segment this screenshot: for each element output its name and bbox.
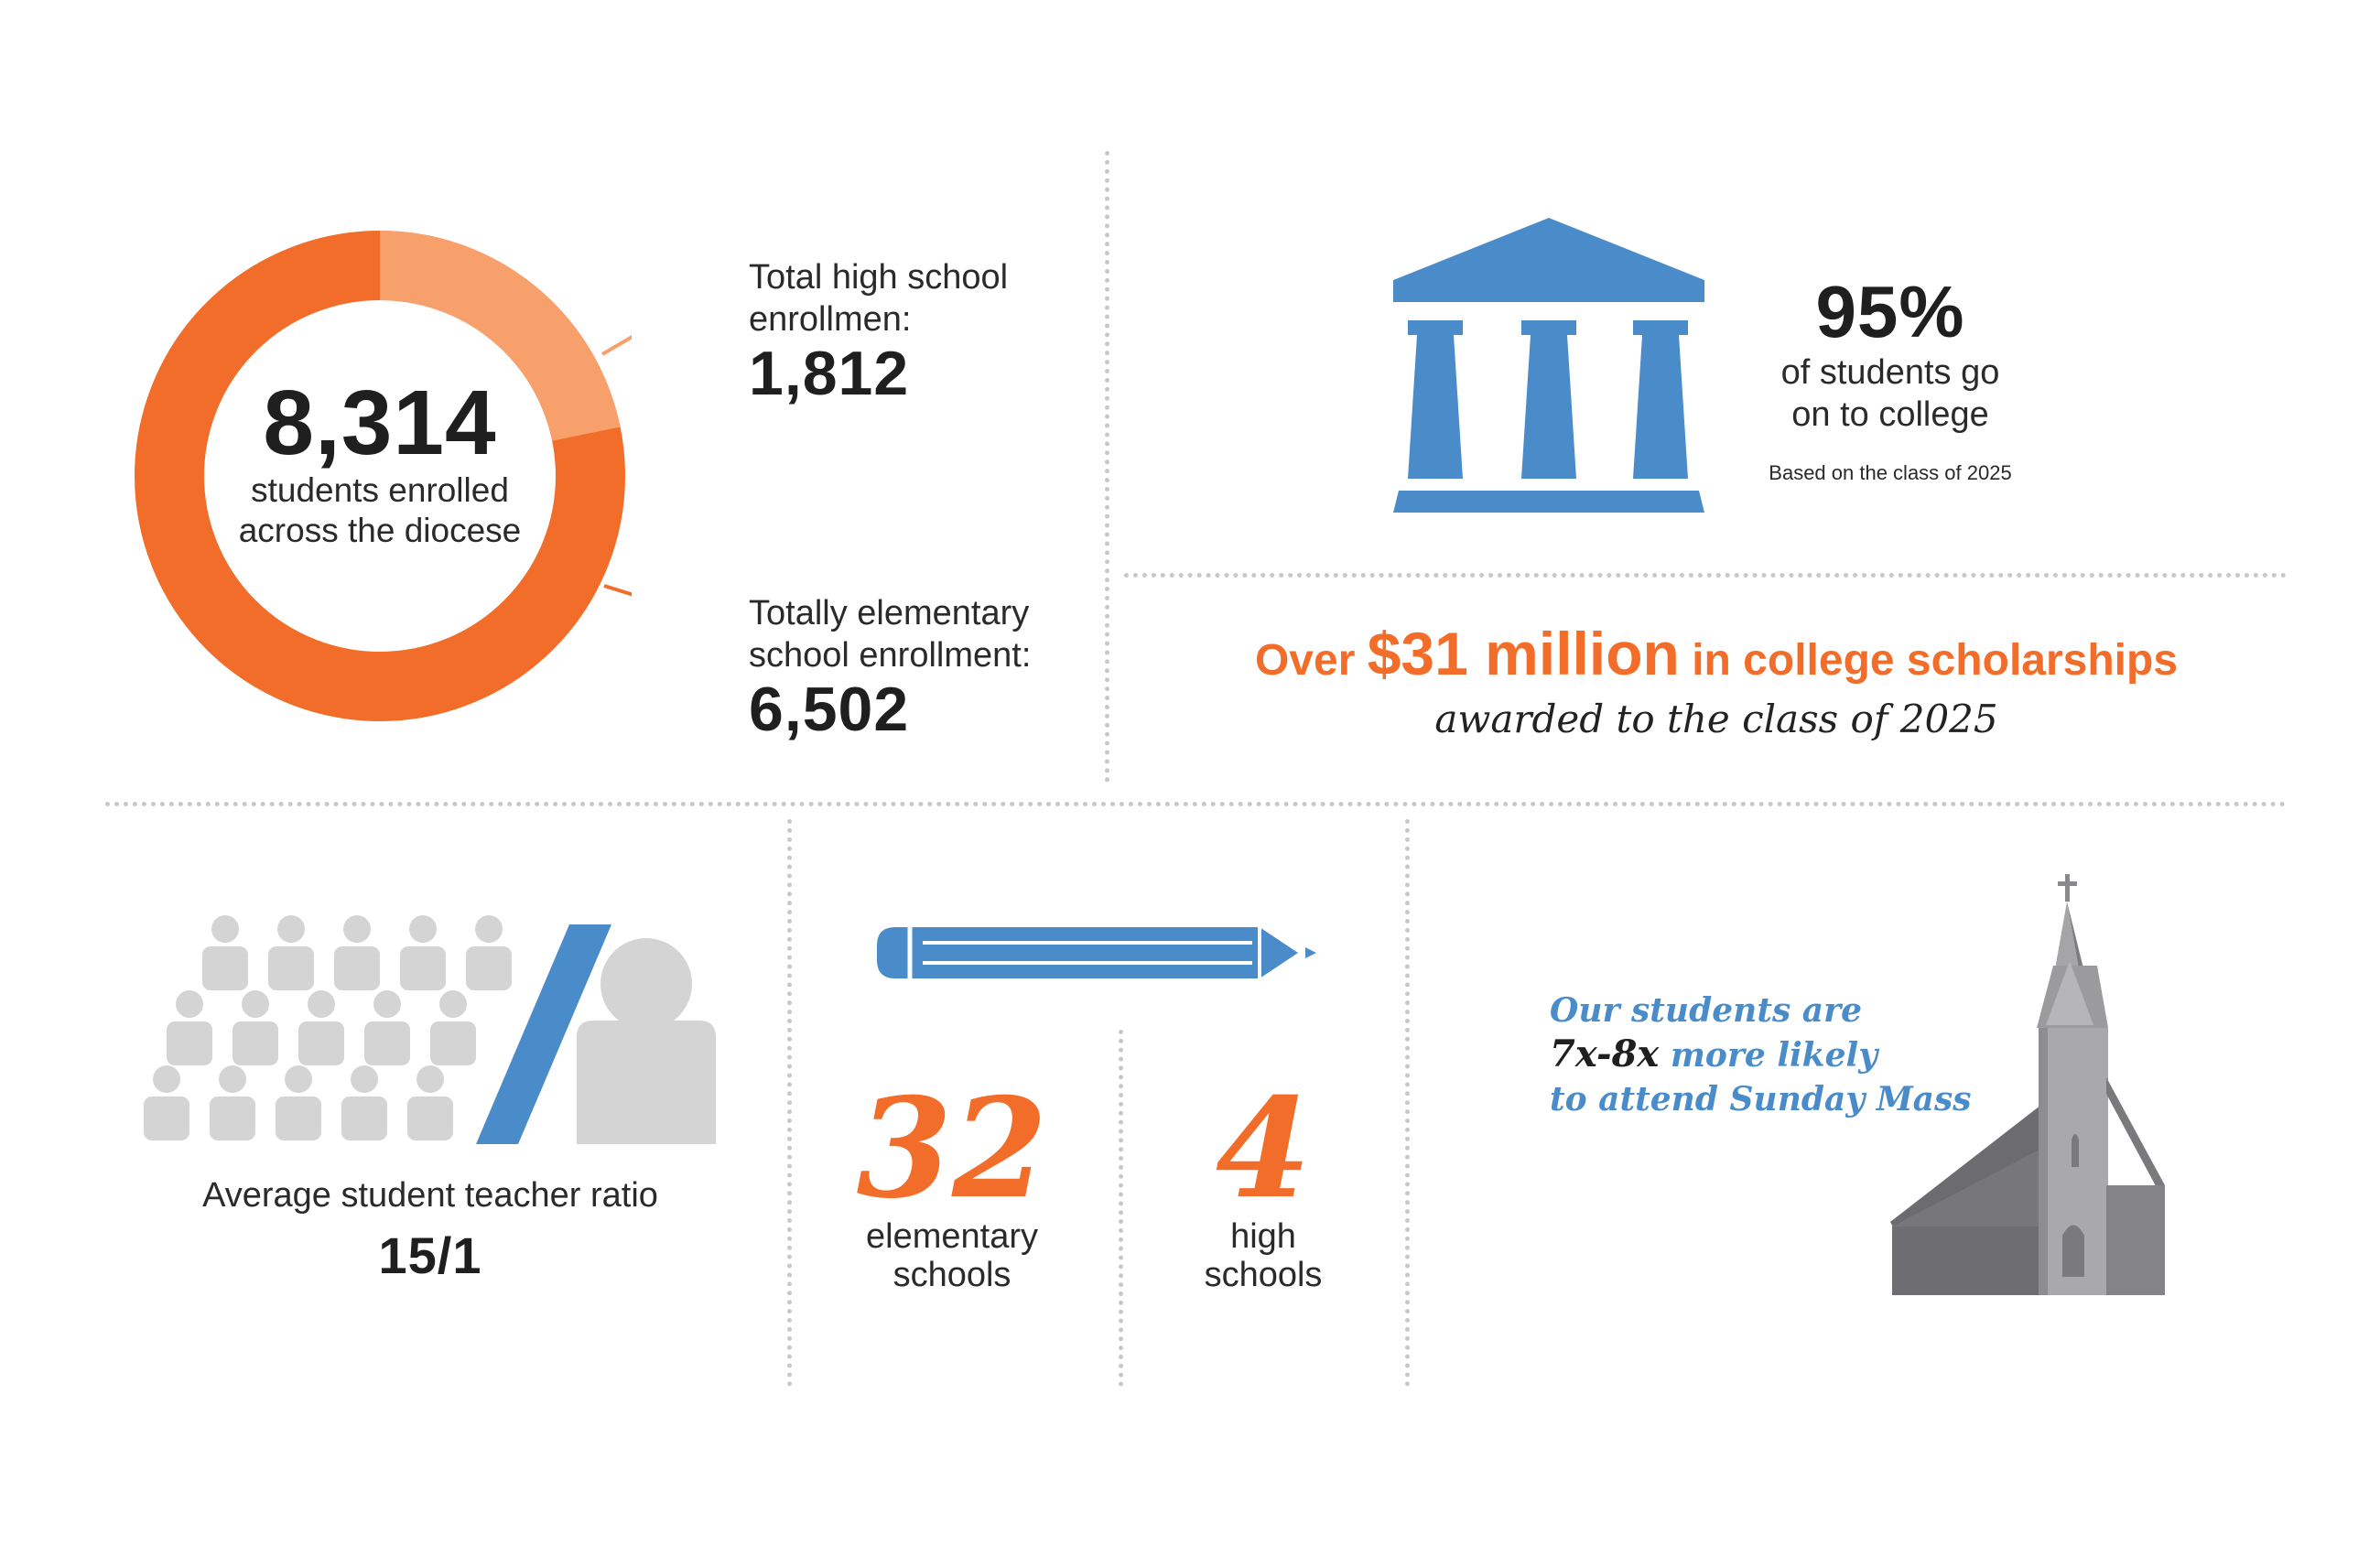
college-caption-2: on to college <box>1791 395 1989 434</box>
high-school-block: Total high school enrollmen: 1,812 <box>749 256 1008 406</box>
student-figure <box>334 915 380 990</box>
college-percent: 95% <box>1815 271 1965 352</box>
divider-right-horizontal <box>1124 573 2287 578</box>
mass-line-2-rest: more likely <box>1670 1036 1878 1075</box>
elementary-schools-block: 32 elementary schools <box>806 1080 1098 1294</box>
elementary-schools-count: 32 <box>856 1068 1048 1229</box>
total-enrollment-caption-1: students enrolled <box>251 471 509 509</box>
scholarship-line-2: awarded to the class of 2025 <box>1434 697 1998 741</box>
divider-top-vertical <box>1105 151 1109 783</box>
divider-main-horizontal <box>105 802 2287 806</box>
scholarship-prefix: Over <box>1254 636 1356 685</box>
elementary-value: 6,502 <box>749 675 910 744</box>
student-figure <box>298 990 344 1065</box>
high-school-value: 1,812 <box>749 339 910 408</box>
mass-block: Our students are 7x-8x more likely to at… <box>1550 989 1972 1121</box>
student-figure <box>233 990 278 1065</box>
student-figure <box>341 1065 387 1140</box>
high-schools-label-1: high <box>1230 1217 1296 1256</box>
elementary-label-2: school enrollment: <box>749 636 1032 675</box>
pencil-icon <box>877 927 1316 978</box>
student-figure <box>364 990 410 1065</box>
student-figure <box>144 1065 189 1140</box>
mass-multiplier: 7x-8x <box>1550 1032 1660 1075</box>
elementary-block: Totally elementary school enrollment: 6,… <box>749 592 1031 742</box>
teacher-icon <box>577 938 716 1144</box>
college-caption-1: of students go <box>1780 353 2000 392</box>
ratio-label: Average student teacher ratio <box>202 1176 658 1215</box>
student-figure <box>276 1065 321 1140</box>
elementary-label-1: Totally elementary <box>749 594 1030 632</box>
college-stat: 95% of students go on to college Based o… <box>1712 273 2069 487</box>
elementary-schools-label-1: elementary <box>866 1217 1038 1256</box>
elementary-connector <box>603 584 632 597</box>
student-figure <box>202 915 248 990</box>
high-schools-count: 4 <box>1215 1068 1312 1229</box>
student-figure <box>268 915 314 990</box>
student-figure <box>210 1065 255 1140</box>
student-figure <box>407 1065 453 1140</box>
scholarship-suffix: in college scholarships <box>1692 636 2179 685</box>
divider-schools <box>1119 1030 1123 1387</box>
total-enrollment-value: 8,314 <box>263 372 497 474</box>
donut-center-text: 8,314 students enrolled across the dioce… <box>197 375 563 551</box>
divider-bottom-right <box>1405 819 1410 1387</box>
mass-line-2: 7x-8x more likely <box>1550 1032 1972 1077</box>
high-schools-block: 4 high schools <box>1135 1080 1391 1294</box>
student-figure <box>430 990 476 1065</box>
total-enrollment-caption-2: across the diocese <box>238 512 522 549</box>
ratio-slash <box>476 924 611 1144</box>
student-figure <box>167 990 212 1065</box>
scholarship-block: Over $31 million in college scholarships… <box>1135 621 2298 745</box>
mass-line-1: Our students are <box>1550 991 1862 1030</box>
scholarship-amount: $31 million <box>1367 620 1680 687</box>
donut-high-school-segment <box>379 231 621 442</box>
student-figure <box>466 915 512 990</box>
high-school-connector <box>600 335 632 356</box>
building-columns-icon <box>1393 218 1704 513</box>
high-school-label-1: Total high school <box>749 258 1009 297</box>
scholarship-line-1: Over $31 million in college scholarships <box>1135 621 2298 694</box>
elementary-schools-label-2: schools <box>892 1256 1012 1294</box>
high-schools-label-2: schools <box>1204 1256 1323 1294</box>
mass-line-3: to attend Sunday Mass <box>1550 1080 1972 1118</box>
ratio-block: Average student teacher ratio 15/1 <box>119 1174 741 1288</box>
college-footnote: Based on the class of 2025 <box>1769 461 2012 484</box>
church-icon <box>1890 874 2165 1295</box>
student-figure <box>400 915 446 990</box>
high-school-label-2: enrollmen: <box>749 300 912 339</box>
enrollment-donut <box>135 231 632 721</box>
students-icon <box>144 915 512 1140</box>
ratio-value: 15/1 <box>378 1226 482 1284</box>
divider-bottom-left <box>787 819 792 1387</box>
